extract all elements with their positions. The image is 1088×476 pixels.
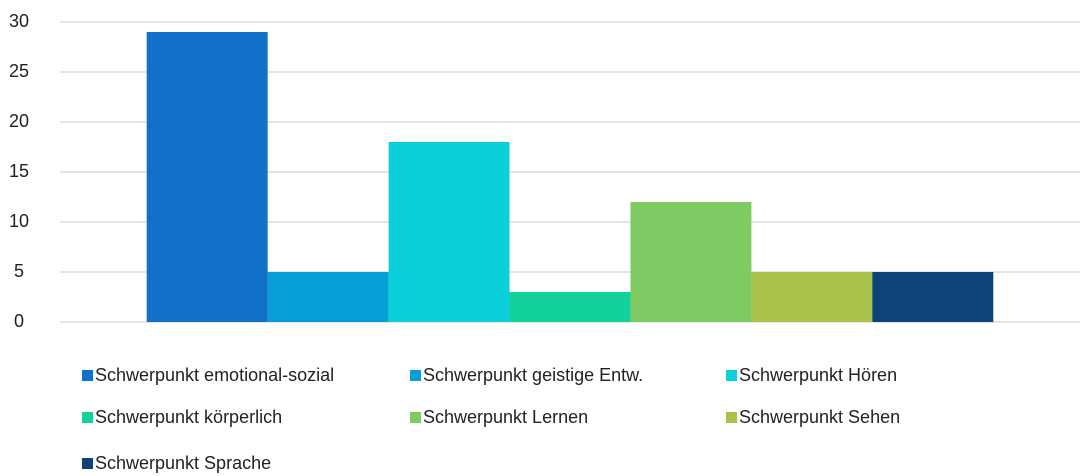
bar: [630, 202, 752, 322]
y-tick-label: 25: [9, 61, 29, 81]
legend-swatch: [726, 370, 737, 381]
y-tick-label: 30: [9, 11, 29, 31]
y-tick-label: 0: [14, 311, 24, 331]
legend-swatch: [82, 370, 93, 381]
y-tick-label: 20: [9, 111, 29, 131]
legend-swatch: [82, 412, 93, 423]
legend-label: Schwerpunkt emotional-sozial: [95, 365, 334, 385]
legend-swatch: [410, 370, 421, 381]
bar: [388, 142, 510, 322]
y-tick-label: 15: [9, 161, 29, 181]
y-tick-label: 5: [14, 261, 24, 281]
legend-label: Schwerpunkt Sehen: [739, 407, 900, 427]
bar: [872, 272, 994, 322]
legend-label: Schwerpunkt Sprache: [95, 453, 271, 473]
bar: [267, 272, 389, 322]
legend-label: Schwerpunkt geistige Entw.: [423, 365, 643, 385]
y-tick-label: 10: [9, 211, 29, 231]
legend-label: Schwerpunkt Lernen: [423, 407, 588, 427]
legend-swatch: [726, 412, 737, 423]
bar: [751, 272, 873, 322]
legend-swatch: [410, 412, 421, 423]
legend-label: Schwerpunkt körperlich: [95, 407, 282, 427]
legend-label: Schwerpunkt Hören: [739, 365, 897, 385]
bar: [146, 32, 268, 322]
bar: [509, 292, 631, 322]
legend-swatch: [82, 458, 93, 469]
